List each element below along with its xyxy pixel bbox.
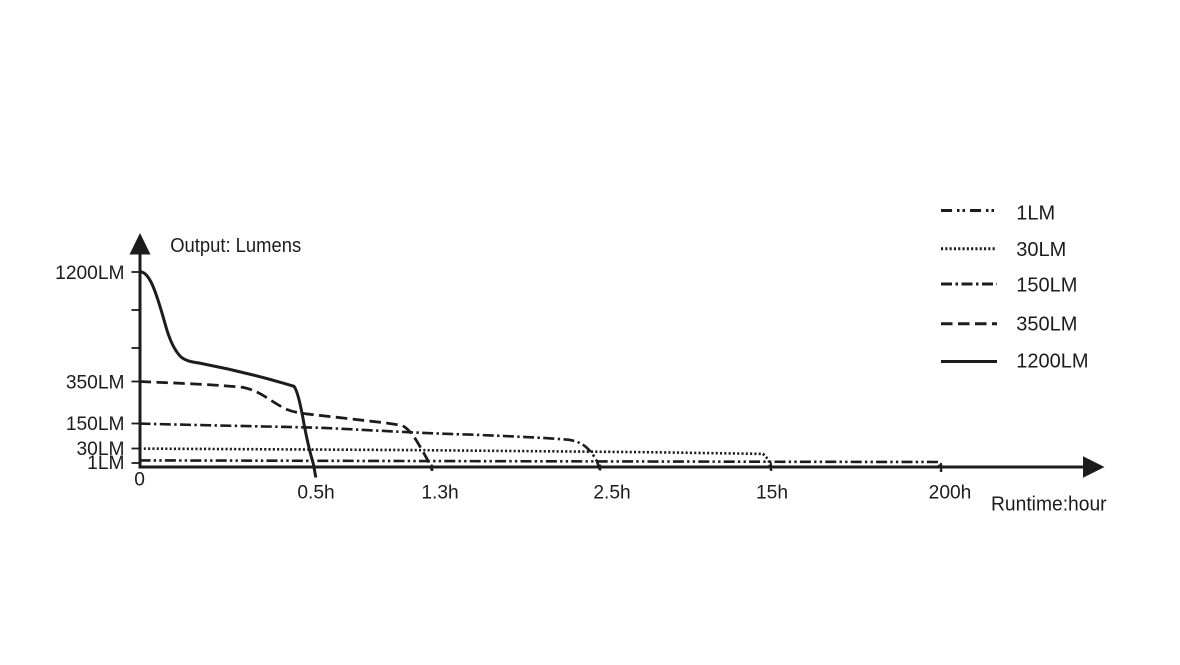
svg-text:1200LM: 1200LM <box>55 263 124 284</box>
svg-text:2.5h: 2.5h <box>593 483 630 504</box>
svg-text:350LM: 350LM <box>1016 313 1077 335</box>
svg-text:1200LM: 1200LM <box>1016 351 1088 373</box>
svg-text:200h: 200h <box>929 483 972 504</box>
svg-text:1LM: 1LM <box>87 453 124 474</box>
svg-text:30LM: 30LM <box>1016 239 1066 261</box>
svg-text:0: 0 <box>134 469 145 490</box>
svg-text:1LM: 1LM <box>1016 203 1055 225</box>
svg-text:Runtime:hour: Runtime:hour <box>991 493 1107 515</box>
svg-text:Output: Lumens: Output: Lumens <box>170 235 301 257</box>
svg-text:150LM: 150LM <box>1016 274 1077 296</box>
svg-text:350LM: 350LM <box>66 372 125 393</box>
svg-text:150LM: 150LM <box>66 414 125 435</box>
svg-text:0.5h: 0.5h <box>297 483 334 504</box>
svg-text:15h: 15h <box>756 483 788 504</box>
svg-text:30LM: 30LM <box>77 439 125 460</box>
svg-text:1.3h: 1.3h <box>421 483 458 504</box>
